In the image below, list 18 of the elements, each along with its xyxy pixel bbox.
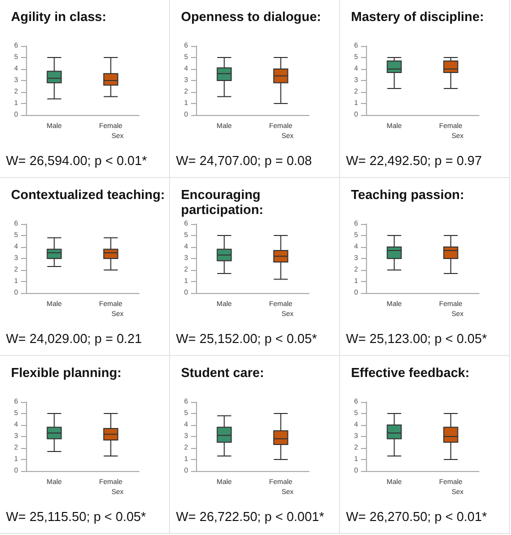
text: W= 26,270.50; p < 0.01* bbox=[346, 509, 487, 524]
chart-title: Effective feedback: bbox=[351, 365, 470, 380]
chart-title: Contextualized teaching: bbox=[11, 187, 165, 202]
text: W= 25,123.00; p < 0.05* bbox=[346, 331, 487, 346]
text: W= 24,029.00; p = 0.21 bbox=[6, 331, 142, 346]
chart-title: Teaching passion: bbox=[351, 187, 464, 202]
text: W= 25,115.50; p < 0.05* bbox=[6, 509, 146, 524]
text: W= 25,152.00; p < 0.05* bbox=[176, 331, 317, 346]
text: W= 26,594.00; p < 0.01* bbox=[6, 153, 147, 168]
chart-title: Agility in class: bbox=[11, 9, 106, 24]
chart-title: Student care: bbox=[181, 365, 264, 380]
chart-title: Mastery of discipline: bbox=[351, 9, 484, 24]
chart-title: Encouraging participation: bbox=[181, 187, 264, 217]
chart-title: Openness to dialogue: bbox=[181, 9, 322, 24]
chart-title: Flexible planning: bbox=[11, 365, 122, 380]
text: W= 22,492.50; p = 0.97 bbox=[346, 153, 482, 168]
text: W= 24,707.00; p = 0.08 bbox=[176, 153, 312, 168]
text: W= 26,722.50; p < 0.001* bbox=[176, 509, 324, 524]
